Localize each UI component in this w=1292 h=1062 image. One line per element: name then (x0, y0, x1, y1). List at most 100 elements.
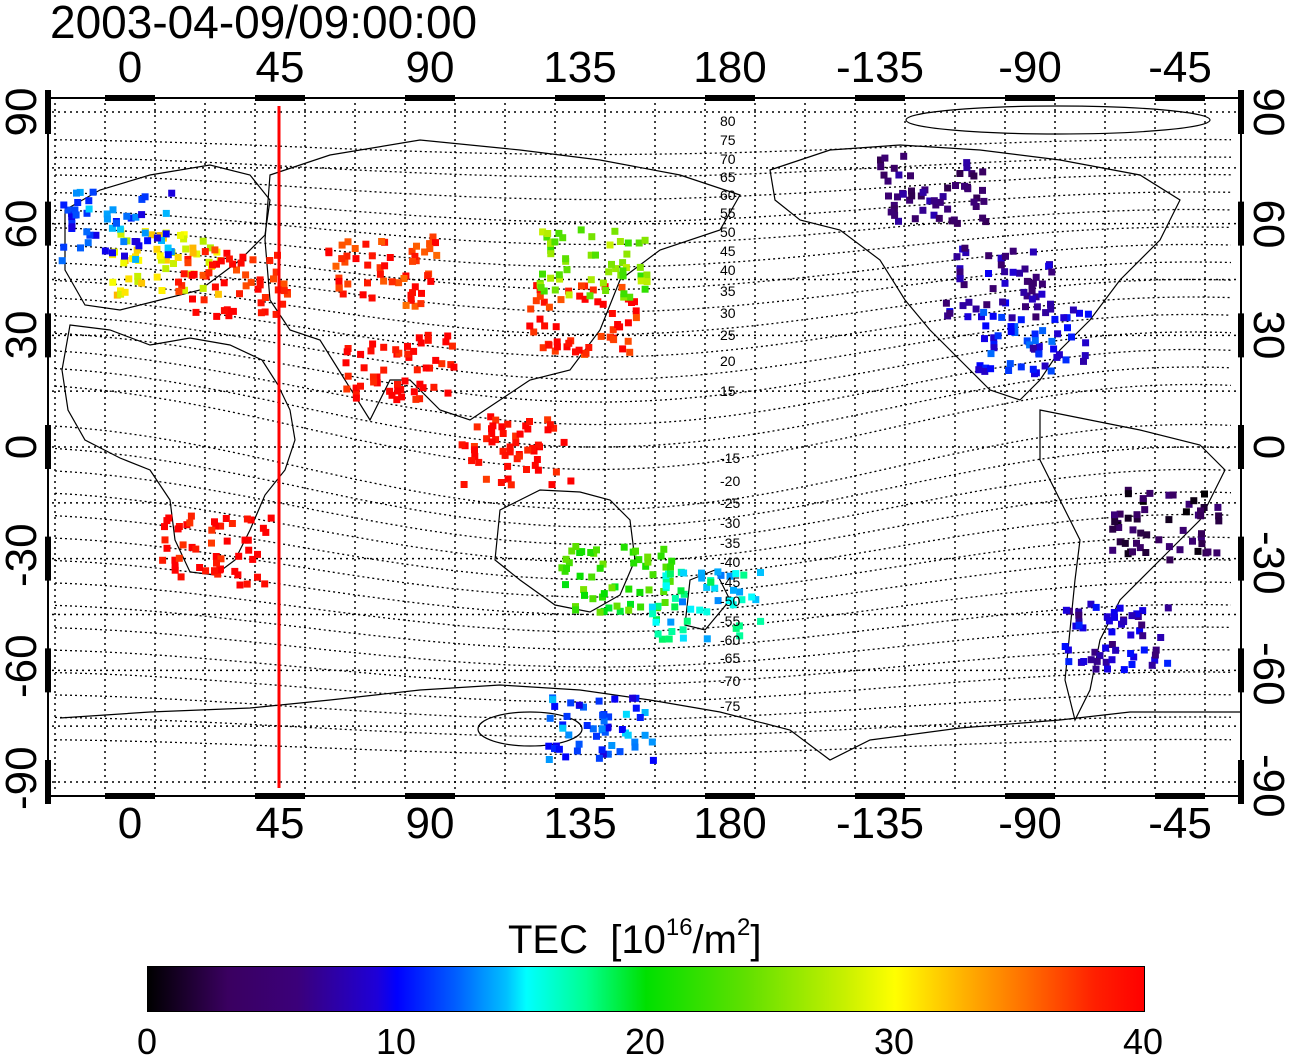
tec-observation (1169, 491, 1177, 499)
tec-observation (1023, 337, 1031, 345)
tec-observation (201, 248, 209, 256)
tec-observation (976, 362, 984, 370)
tec-observation (1047, 367, 1055, 375)
left-tick-label: 0 (0, 434, 46, 460)
tec-observation (641, 731, 649, 739)
tec-observation (1031, 330, 1039, 338)
tec-observation (911, 215, 919, 223)
tec-observation (526, 322, 534, 330)
tec-observation (180, 231, 188, 239)
tec-observation (530, 328, 538, 336)
tec-observation (217, 555, 225, 563)
tec-observation (975, 366, 983, 374)
tec-observation (1164, 604, 1172, 612)
tec-observation (163, 544, 171, 552)
tec-observation (599, 300, 607, 308)
tec-observation (961, 244, 969, 252)
tec-observation (381, 262, 389, 270)
tec-observation (608, 310, 616, 317)
tec-observation (589, 595, 597, 603)
tec-observation (117, 290, 125, 298)
tec-observation (1017, 316, 1025, 324)
tec-observation (568, 547, 576, 555)
contour-pole-north (905, 105, 1211, 135)
contour-label: 30 (720, 305, 736, 321)
tec-observation (637, 603, 645, 611)
contour-label: -20 (720, 473, 740, 489)
tec-observation (120, 238, 128, 246)
tec-observation (216, 566, 224, 574)
tec-observation (581, 591, 588, 599)
contour-label: -65 (720, 650, 740, 666)
colorbar-quantity: TEC (508, 918, 588, 962)
top-tick-label: 180 (693, 43, 767, 92)
tec-observation (369, 340, 377, 348)
contour-labels: 80 75 70 65 60 55 50 45 40 35 30 25 20 15 -15 -20 -25 -30… (720, 113, 740, 714)
tec-observation (1111, 613, 1118, 621)
tec-observation (199, 237, 207, 245)
tec-observation (1103, 613, 1111, 621)
tec-observation (450, 363, 458, 371)
tec-observation (665, 635, 673, 643)
tec-observation (635, 556, 643, 564)
tec-observation (599, 750, 607, 758)
tec-observation (188, 543, 196, 551)
tec-observation (536, 292, 544, 300)
magnetic-contour (54, 156, 1232, 178)
tec-observation (499, 430, 507, 437)
tec-observation (557, 296, 565, 304)
tec-observation (1105, 617, 1113, 625)
tec-observation (180, 270, 188, 278)
tec-observation (998, 313, 1006, 321)
tec-observation (1128, 612, 1136, 620)
tec-observation (623, 250, 631, 258)
tec-observation (567, 477, 575, 485)
top-tick-label: 45 (255, 43, 305, 92)
tec-observation (76, 188, 84, 196)
tec-observation (488, 430, 496, 438)
coastline-europe (64, 164, 271, 311)
tec-observation (357, 382, 364, 390)
tec-observation (512, 439, 520, 447)
tec-observation (335, 277, 343, 285)
tec-observation (541, 322, 549, 330)
colorbar-tick-label: 40 (1122, 1021, 1164, 1062)
tec-observation (619, 259, 627, 267)
tec-observation (587, 276, 595, 284)
tec-observation (562, 555, 570, 563)
tec-observation (368, 294, 376, 302)
magnetic-latitude-contours (54, 138, 1232, 756)
contour-label: -15 (720, 450, 740, 466)
tec-observation (611, 695, 619, 703)
tec-observation (576, 292, 584, 300)
tec-observation (162, 265, 170, 273)
tec-observation (956, 268, 964, 276)
tec-observation (1197, 512, 1205, 520)
tec-observation (1062, 606, 1070, 614)
tec-observation (1093, 657, 1101, 665)
tec-observation (344, 238, 352, 246)
tec-observation (343, 252, 351, 260)
tec-observation (344, 372, 352, 380)
contour-label: 70 (720, 151, 736, 167)
tec-observation (666, 577, 674, 585)
tec-observation (726, 572, 734, 580)
tec-observation (1102, 644, 1110, 652)
magnetic-contour (54, 138, 1232, 156)
tec-observation (748, 593, 756, 601)
tec-observation (1002, 252, 1009, 260)
tec-observation (985, 270, 992, 277)
tec-observation (189, 249, 197, 257)
tec-observation (1075, 621, 1083, 629)
tec-observation (1139, 607, 1147, 615)
tec-observation (963, 159, 971, 167)
tec-observation (196, 564, 204, 571)
tec-observation (714, 568, 722, 576)
tec-observation (662, 563, 670, 571)
tec-observation (544, 426, 552, 434)
tec-observation (644, 558, 652, 566)
tec-observation (580, 703, 587, 711)
tec-observation (619, 272, 627, 280)
tec-observation (58, 257, 66, 265)
tec-observation (460, 481, 468, 488)
